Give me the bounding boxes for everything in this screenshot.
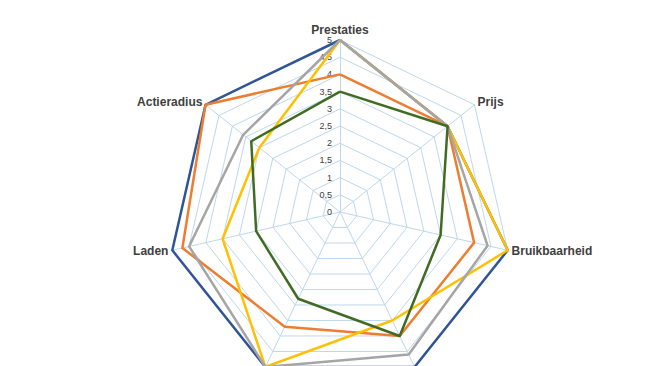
- svg-text:3,5: 3,5: [319, 87, 332, 97]
- svg-text:0: 0: [327, 207, 332, 217]
- svg-text:1,5: 1,5: [319, 155, 332, 165]
- svg-text:5: 5: [327, 35, 332, 45]
- svg-text:Bruikbaarheid: Bruikbaarheid: [512, 244, 593, 258]
- svg-text:Actieradius: Actieradius: [137, 95, 203, 109]
- svg-text:4: 4: [327, 69, 332, 80]
- svg-text:1: 1: [327, 173, 332, 183]
- svg-text:0,5: 0,5: [319, 190, 332, 200]
- svg-text:Laden: Laden: [133, 244, 168, 258]
- svg-text:Prijs: Prijs: [478, 95, 504, 109]
- svg-text:3: 3: [327, 104, 332, 114]
- svg-text:2: 2: [327, 138, 332, 148]
- svg-text:Prestaties: Prestaties: [311, 23, 369, 37]
- svg-text:2,5: 2,5: [319, 121, 332, 131]
